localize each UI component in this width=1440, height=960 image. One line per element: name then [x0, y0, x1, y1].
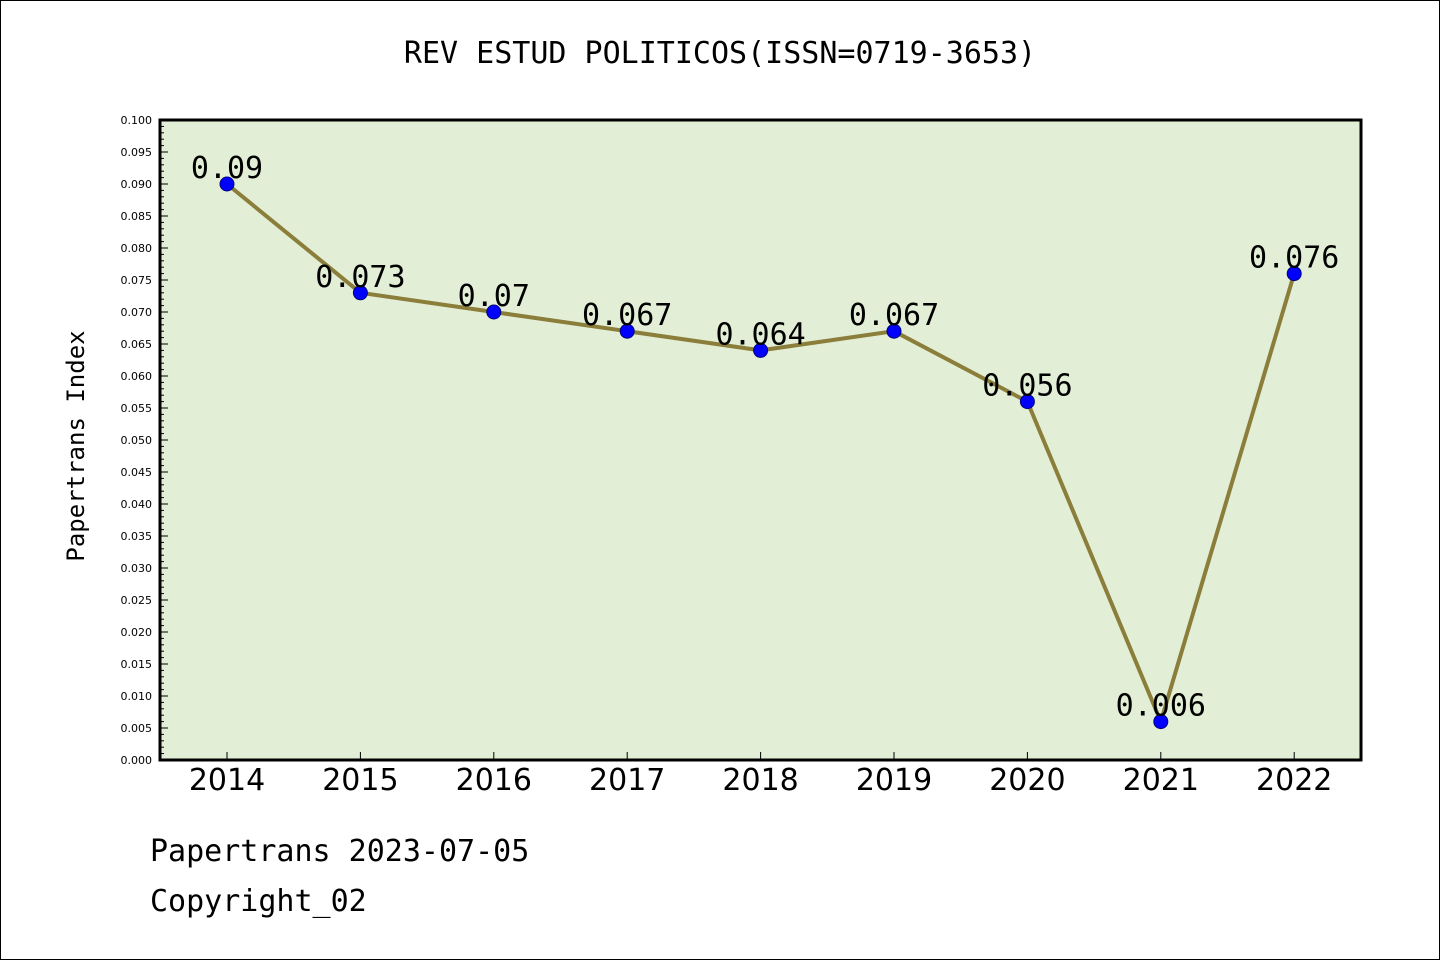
markers-group [219, 176, 1302, 730]
y-tick-label: 0.040 [121, 498, 153, 511]
data-point-2020 [1019, 394, 1035, 410]
plot-area [160, 120, 1361, 760]
x-tick-label: 2017 [589, 763, 665, 798]
x-tick-label: 2016 [456, 763, 532, 798]
data-point-2017 [619, 323, 635, 339]
data-label-2018: 0.064 [715, 317, 805, 352]
y-tick-label: 0.070 [121, 306, 153, 319]
y-tick-label: 0.075 [121, 274, 153, 287]
y-tick-label: 0.000 [121, 754, 153, 767]
y-tick-label: 0.015 [121, 658, 153, 671]
y-tick-label: 0.060 [121, 370, 153, 383]
data-label-2022: 0.076 [1249, 241, 1339, 276]
data-label-2015: 0.073 [315, 260, 405, 295]
y-tick-label: 0.045 [121, 466, 153, 479]
y-tick-label: 0.030 [121, 562, 153, 575]
data-point-2021 [1153, 714, 1169, 730]
y-tick-label: 0.005 [121, 722, 153, 735]
y-tick-label: 0.020 [121, 626, 153, 639]
x-tick-label: 2022 [1256, 763, 1332, 798]
y-tick-label: 0.080 [121, 242, 153, 255]
y-tick-label: 0.090 [121, 178, 153, 191]
x-tick-label: 2018 [722, 763, 798, 798]
x-tick-label: 2020 [989, 763, 1065, 798]
x-axis: 2014 2015 2016 2017 2018 2019 2020 2021 2022 [189, 752, 1332, 798]
data-label-2020: 0.056 [982, 369, 1072, 404]
data-point-2022 [1286, 266, 1302, 282]
chart-title: REV ESTUD POLITICOS(ISSN=0719-3653) [403, 36, 1037, 71]
y-tick-label: 0.050 [121, 434, 153, 447]
data-point-2019 [886, 323, 902, 339]
data-label-2017: 0.067 [582, 298, 672, 333]
data-point-2015 [352, 285, 368, 301]
y-tick-label: 0.035 [121, 530, 153, 543]
y-tick-label: 0.095 [121, 146, 153, 159]
data-label-2021: 0.006 [1116, 689, 1206, 724]
x-tick-label: 2019 [856, 763, 932, 798]
footer-copyright: Copyright_02 [150, 884, 367, 919]
x-tick-label: 2021 [1123, 763, 1199, 798]
y-tick-label: 0.065 [121, 338, 153, 351]
y-tick-label: 0.085 [121, 210, 153, 223]
data-label-2019: 0.067 [849, 298, 939, 333]
data-point-2016 [486, 304, 502, 320]
x-tick-label: 2015 [322, 763, 398, 798]
data-point-2014 [219, 176, 235, 192]
footer-date: Papertrans 2023-07-05 [150, 834, 530, 869]
y-tick-label: 0.055 [121, 402, 153, 415]
data-label-2016: 0.07 [458, 279, 530, 314]
y-tick-label: 0.025 [121, 594, 153, 607]
data-label-2014: 0.09 [191, 151, 263, 186]
data-labels-group: 0.09 0.073 0.07 0.067 0.064 0.067 0.056 0.006 0.… [191, 151, 1339, 724]
plot-border [158, 118, 1363, 762]
data-point-2018 [753, 342, 769, 358]
y-tick-label: 0.100 [121, 114, 153, 127]
x-tick-label: 2014 [189, 763, 265, 798]
y-tick-label: 0.010 [121, 690, 153, 703]
